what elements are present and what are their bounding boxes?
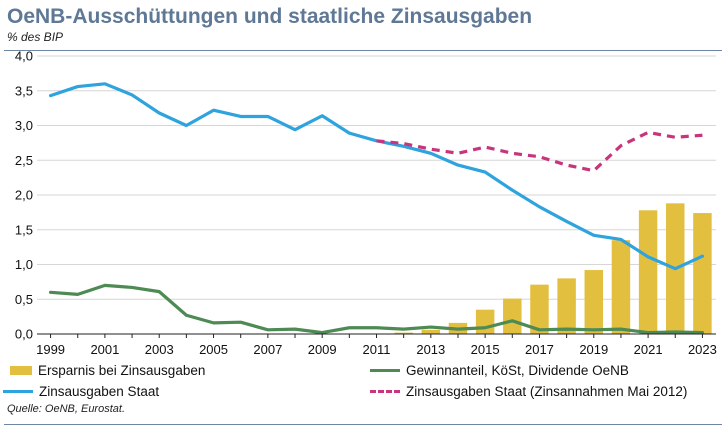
y-tick-label-0: 0,0 [15,327,33,342]
legend-item-interest: Zinsausgaben Staat [3,384,159,399]
legend-swatch-savings [10,366,32,375]
bar-savings-2021 [638,210,658,334]
series-line-2 [48,82,705,271]
bar-savings-2016 [503,298,522,334]
x-tick-label-2: 2003 [145,342,174,357]
bar-savings-2018 [557,278,576,334]
x-tick-label-7: 2013 [416,342,445,357]
y-tick-label-7: 3,5 [15,83,33,98]
y-tick-label-6: 3,0 [15,118,33,133]
x-tick-label-0: 1999 [36,342,65,357]
bar-savings-2019 [584,270,604,334]
y-tick-label-4: 2,0 [15,188,33,203]
bar-savings-2023 [693,213,712,334]
top-rule [4,50,722,51]
y-tick-label-8: 4,0 [15,49,33,64]
legend-label-interest: Zinsausgaben Staat [39,384,160,399]
source-note: Quelle: OeNB, Eurostat. [7,403,125,415]
bar-savings-2020 [611,240,631,334]
y-tick-label-1: 0,5 [15,292,33,307]
bar-savings-2012 [394,332,413,334]
legend-item-interest-2012: Zinsausgaben Staat (Zinsannahmen Mai 201… [370,384,687,399]
chart-title: OeNB-Ausschüttungen und staatliche Zinsa… [7,5,533,28]
legend-item-profit-share: Gewinnanteil, KöSt, Dividende OeNB [370,363,629,378]
legend-label-profit-share: Gewinnanteil, KöSt, Dividende OeNB [406,363,629,378]
x-tick-label-6: 2011 [363,342,391,357]
legend-label-savings: Ersparnis bei Zinsausgaben [38,363,206,378]
y-tick-label-3: 1,5 [15,222,33,237]
x-tick-label-11: 2021 [634,342,663,357]
legend-item-savings: Ersparnis bei Zinsausgaben [10,363,205,378]
bar-savings-2015 [475,309,495,334]
legend-swatch-interest [3,390,33,393]
x-tick-label-8: 2015 [471,342,500,357]
legend-label-interest-2012: Zinsausgaben Staat (Zinsannahmen Mai 201… [406,384,688,399]
legend-swatch-interest-2012 [370,390,400,393]
x-tick-label-5: 2009 [308,342,337,357]
legend-swatch-profit-share [370,369,400,372]
chart-subtitle: % des BIP [7,30,64,44]
x-tick-label-9: 2017 [525,342,554,357]
x-tick-label-12: 2023 [688,342,717,357]
y-tick-label-5: 2,5 [15,153,33,168]
chart-area: 0,0 0,5 1,0 1,5 2,0 2,5 3,0 3,5 4,0 1999 2001 2003 2… [15,49,717,358]
bar-savings-2017 [530,284,549,334]
x-tick-label-1: 2001 [90,342,119,357]
series-line-1 [48,283,705,335]
x-tick-label-10: 2019 [579,342,608,357]
y-tick-label-2: 1,0 [15,257,33,272]
x-tick-label-3: 2005 [199,342,228,357]
bottom-rule [4,424,722,425]
bar-savings-2013 [421,329,441,334]
x-tick-label-4: 2007 [253,342,282,357]
